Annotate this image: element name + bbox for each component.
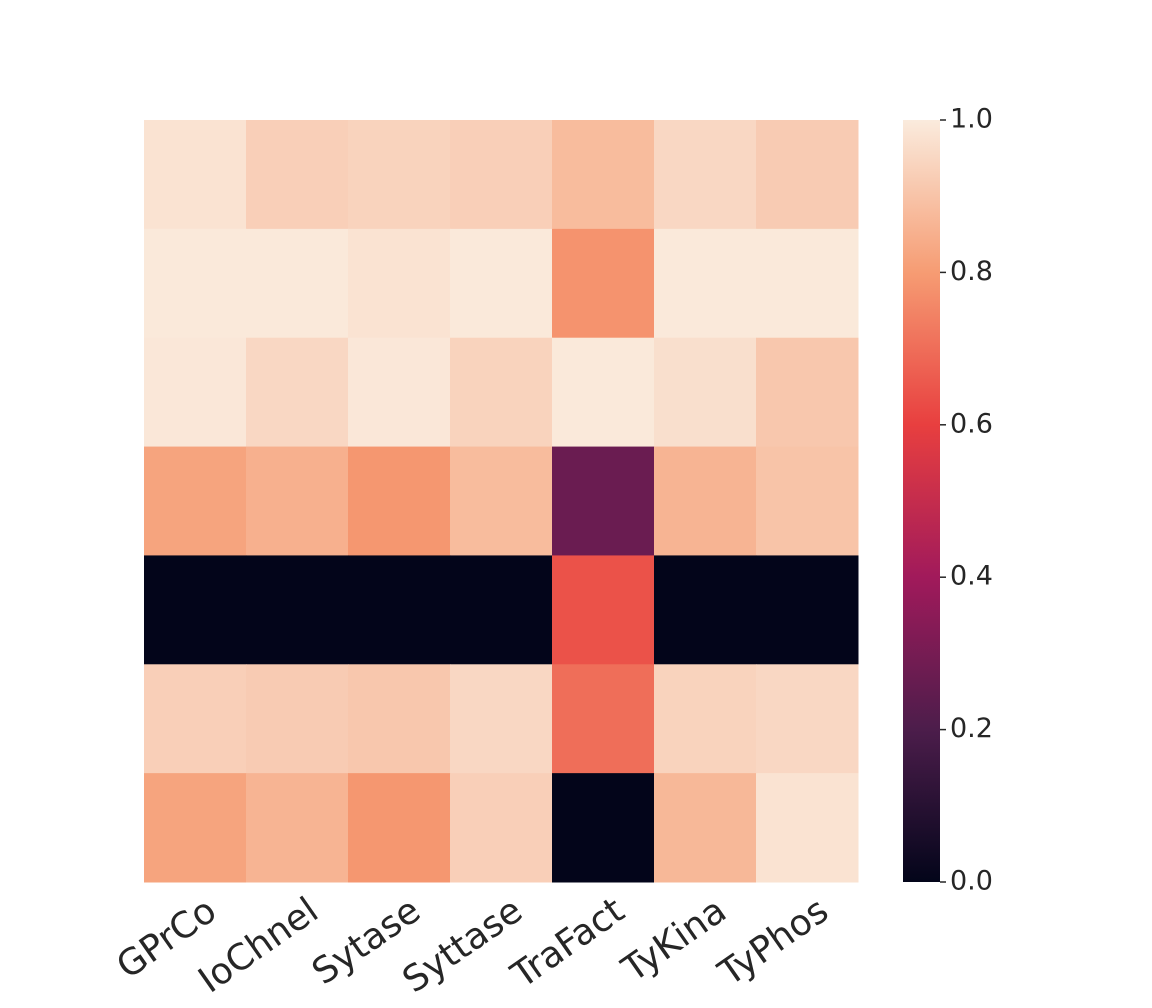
heatmap-cell (144, 120, 247, 230)
heatmap-cell (552, 555, 655, 665)
heatmap-cell (348, 120, 451, 230)
heatmap-cell (348, 228, 451, 339)
heatmap-cell (654, 664, 757, 774)
colorbar-tick-label: 0.0 (950, 866, 993, 897)
x-tick-label: TraFact (504, 890, 632, 997)
heatmap-cell (246, 773, 349, 883)
heatmap-cell (552, 773, 655, 883)
colorbar-tick-label: 0.2 (950, 713, 993, 744)
heatmap-cell (756, 555, 859, 665)
heatmap-cell (144, 337, 247, 448)
heatmap-cell (450, 664, 553, 774)
heatmap-cell (654, 446, 757, 556)
heatmap-cell (348, 446, 451, 556)
x-tick-label: TyKina (614, 890, 734, 991)
heatmap-cell (756, 228, 859, 339)
heatmap-cell (348, 773, 451, 883)
heatmap-cell (246, 228, 349, 339)
heatmap-cell (246, 446, 349, 556)
heatmap-cell (450, 120, 553, 230)
heatmap-cell (654, 337, 757, 448)
heatmap-cell (348, 664, 451, 774)
heatmap-cell (654, 555, 757, 665)
heatmap-cell (552, 228, 655, 339)
heatmap-cell (348, 337, 451, 448)
heatmap-cell (756, 337, 859, 448)
heatmap-cell (654, 228, 757, 339)
heatmap-cell (756, 773, 859, 883)
colorbar-tick-label: 0.6 (950, 408, 993, 439)
heatmap-cell (144, 446, 247, 556)
heatmap-cell (348, 555, 451, 665)
heatmap-cell (144, 228, 247, 339)
heatmap-cell (246, 555, 349, 665)
heatmap-cell (246, 664, 349, 774)
heatmap-cell (246, 120, 349, 230)
heatmap-cell (552, 664, 655, 774)
heatmap-cell (450, 773, 553, 883)
heatmap-cell (756, 446, 859, 556)
heatmap-cell (552, 446, 655, 556)
heatmap-cell (144, 773, 247, 883)
heatmap-cell (552, 337, 655, 448)
heatmap-cell (654, 120, 757, 230)
heatmap-cell (756, 664, 859, 774)
heatmap-cell (144, 555, 247, 665)
heatmap-cell (756, 120, 859, 230)
heatmap-cell (552, 120, 655, 230)
colorbar-tick-label: 0.4 (950, 561, 993, 592)
colorbar (903, 120, 940, 882)
heatmap-cell (450, 228, 553, 339)
colorbar-tick-label: 1.0 (950, 104, 993, 135)
heatmap-cell (654, 773, 757, 883)
heatmap-cell (450, 446, 553, 556)
x-tick-label: TyPhos (711, 890, 836, 995)
heatmap-cell (450, 555, 553, 665)
heatmap-cell (144, 664, 247, 774)
heatmap-cell (450, 337, 553, 448)
heatmap-cell (246, 337, 349, 448)
colorbar-tick-label: 0.8 (950, 256, 993, 287)
